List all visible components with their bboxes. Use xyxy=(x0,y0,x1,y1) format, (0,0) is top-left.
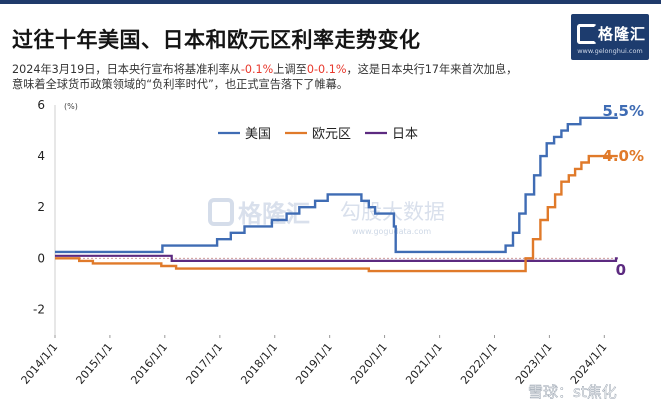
y-tick-label: 6 xyxy=(37,98,45,112)
title-rule xyxy=(0,0,661,4)
end-labels: 5.5% 4.0% 0 xyxy=(602,102,644,279)
x-tick-label: 2018/1/1 xyxy=(238,341,280,387)
subtitle: 2024年3月19日，日本央行宣布将基准利率从-0.1%上调至0-0.1%，这是… xyxy=(12,62,572,92)
legend: 美国 欧元区 日本 xyxy=(218,127,418,142)
y-axis-unit: (%) xyxy=(64,102,78,111)
y-tick-label: 4 xyxy=(37,149,45,163)
y-tick-label: -2 xyxy=(33,302,45,316)
subtitle-line1-pre: 2024年3月19日，日本央行宣布将基准利率从 xyxy=(12,63,241,76)
brand-logo: 格隆汇 www.gelonghui.com xyxy=(571,14,649,60)
legend-label-us: 美国 xyxy=(245,127,271,142)
corner-watermark: 雪球：st焦化 xyxy=(528,383,617,401)
watermark: 格隆汇 勾股大数据 www.gogudata.com xyxy=(208,198,445,236)
y-tick-label: 0 xyxy=(37,251,45,265)
series-group xyxy=(55,116,618,273)
x-tick-label: 2020/1/1 xyxy=(348,341,390,387)
end-label-eu: 4.0% xyxy=(602,147,644,165)
x-tick-label: 2021/1/1 xyxy=(403,341,445,387)
x-tick-label: 2019/1/1 xyxy=(293,341,335,387)
end-label-us: 5.5% xyxy=(602,102,644,120)
page-title: 过往十年美国、日本和欧元区利率走势变化 xyxy=(12,28,421,52)
y-tick-label: 2 xyxy=(37,200,45,214)
series-line-eu xyxy=(55,154,618,273)
subtitle-old-rate: -0.1% xyxy=(240,63,274,76)
legend-label-jp: 日本 xyxy=(392,127,418,142)
subtitle-line2: 意味着全球货币政策领域的“负利率时代”，也正式宣告落下了帷幕。 xyxy=(12,78,349,91)
x-tick-label: 2024/1/1 xyxy=(568,341,610,387)
series-line-jp xyxy=(55,254,618,262)
x-tick-label: 2014/1/1 xyxy=(19,341,61,387)
subtitle-line1-mid: 上调至 xyxy=(273,63,307,76)
x-tick-label: 2015/1/1 xyxy=(73,341,115,387)
x-tick-label: 2023/1/1 xyxy=(513,341,555,387)
logo-name: 格隆汇 xyxy=(598,25,647,43)
series-line-us xyxy=(55,116,618,254)
watermark-g-icon xyxy=(208,198,234,226)
end-label-jp: 0 xyxy=(616,261,626,279)
x-tick-label: 2017/1/1 xyxy=(183,341,225,387)
watermark-tagline: 勾股大数据 xyxy=(340,200,445,224)
subtitle-new-rate: 0-0.1% xyxy=(306,63,347,76)
watermark-url: www.gogudata.com xyxy=(352,227,431,236)
logo-url: www.gelonghui.com xyxy=(577,47,643,55)
x-tick-label: 2022/1/1 xyxy=(458,341,500,387)
x-tick-label: 2016/1/1 xyxy=(128,341,170,387)
legend-label-eu: 欧元区 xyxy=(312,127,351,142)
subtitle-line1-post: ，这是日本央行17年来首次加息， xyxy=(346,63,518,76)
logo-g-icon xyxy=(577,24,597,44)
